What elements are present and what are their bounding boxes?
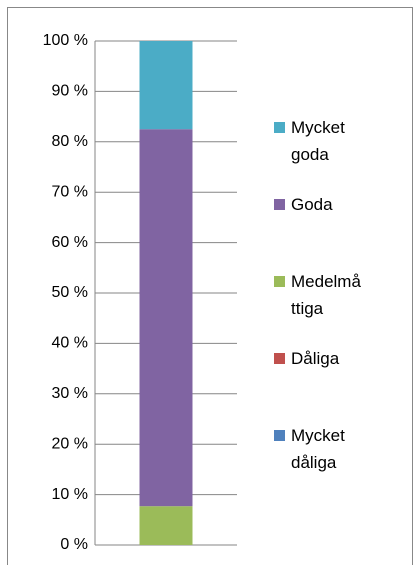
legend-swatch: [274, 430, 285, 441]
legend-swatch: [274, 122, 285, 133]
bar-segment: [139, 129, 193, 507]
y-tick-label: 10 %: [52, 486, 88, 503]
legend-label: Medelmåttiga: [291, 272, 361, 318]
legend-swatch: [274, 199, 285, 210]
legend-item: Medelmåttiga: [274, 268, 365, 322]
legend-item: Mycket dåliga: [274, 422, 365, 476]
bar-segment: [139, 41, 193, 130]
bar-segment: [139, 506, 193, 545]
y-tick-label: 0 %: [60, 536, 88, 553]
y-tick-label: 40 %: [52, 335, 88, 352]
legend-item: Mycket goda: [274, 114, 365, 168]
y-tick-label: 90 %: [52, 83, 88, 100]
legend-label: Mycket dåliga: [291, 426, 345, 472]
y-tick-label: 50 %: [52, 284, 88, 301]
legend-item: Dåliga: [274, 345, 365, 372]
legend-label: Goda: [291, 195, 333, 214]
y-tick-label: 60 %: [52, 234, 88, 251]
legend-swatch: [274, 276, 285, 287]
legend-swatch: [274, 353, 285, 364]
legend-label: Dåliga: [291, 349, 340, 368]
y-tick-label: 80 %: [52, 133, 88, 150]
legend-label: Mycket goda: [291, 118, 345, 164]
y-tick-label: 100 %: [43, 32, 88, 49]
frame: [7, 7, 413, 565]
y-tick-label: 20 %: [52, 435, 88, 452]
legend-item: Goda: [274, 191, 365, 218]
y-tick-label: 30 %: [52, 385, 88, 402]
y-tick-label: 70 %: [52, 183, 88, 200]
